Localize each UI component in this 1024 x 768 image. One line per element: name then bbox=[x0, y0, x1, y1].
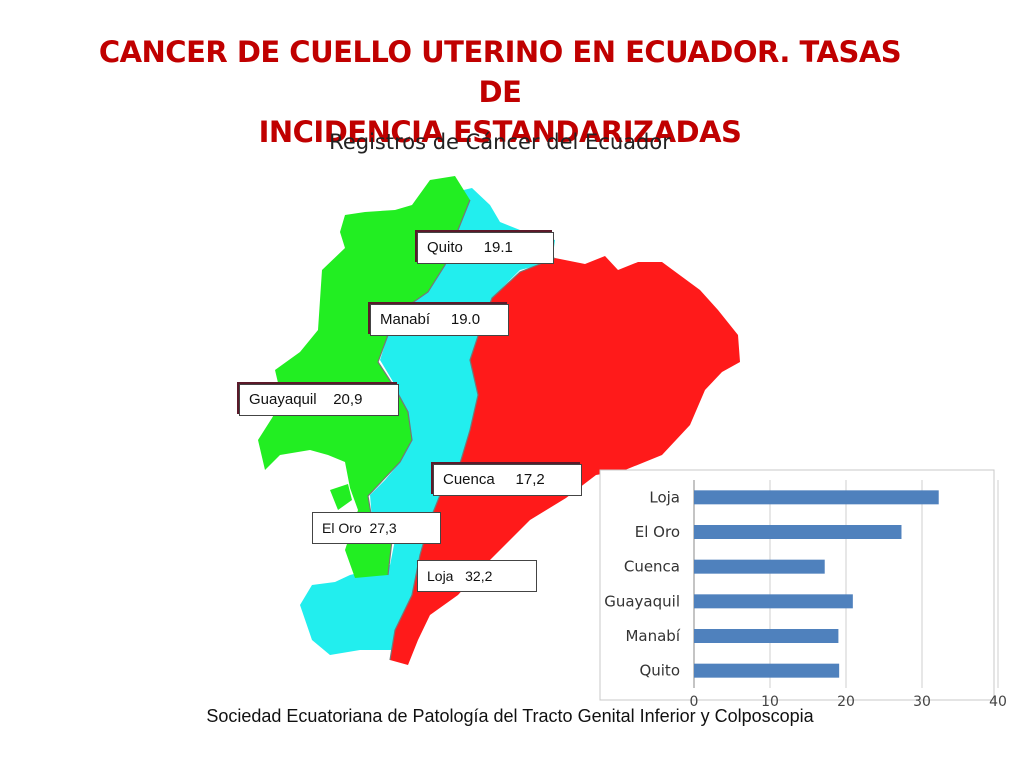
map-label-manabi: Manabí 19.0 bbox=[370, 304, 509, 336]
category-label: Cuenca bbox=[624, 558, 680, 576]
footer-credit: Sociedad Ecuatoriana de Patología del Tr… bbox=[206, 706, 814, 726]
bar-cuenca bbox=[694, 559, 825, 574]
map-island-puna bbox=[330, 484, 352, 510]
bar-guayaquil bbox=[694, 594, 853, 609]
category-label: Quito bbox=[639, 662, 680, 680]
x-tick-label: 20 bbox=[837, 694, 855, 710]
x-tick-label: 10 bbox=[761, 694, 779, 710]
bar-loja bbox=[694, 490, 939, 505]
x-tick-label: 30 bbox=[913, 694, 931, 710]
map-label-guayaquil: Guayaquil 20,9 bbox=[239, 384, 399, 416]
map-label-loja: Loja 32,2 bbox=[417, 560, 537, 592]
chart-frame bbox=[599, 469, 995, 701]
x-tick-label: 0 bbox=[690, 694, 699, 710]
category-label: Manabí bbox=[625, 627, 680, 645]
bar-quito bbox=[694, 663, 840, 678]
map-label-el-oro: El Oro 27,3 bbox=[312, 512, 441, 544]
subtitle: Registros de Cáncer del Ecuador bbox=[329, 130, 671, 154]
bar-manabí bbox=[694, 629, 839, 643]
x-tick-label: 40 bbox=[989, 694, 1007, 710]
title-line-2: INCIDENCIA ESTANDARIZADAS bbox=[258, 115, 742, 149]
map-label-quito: Quito 19.1 bbox=[417, 232, 554, 264]
category-label: El Oro bbox=[635, 523, 680, 541]
page-title: CANCER DE CUELLO UTERINO EN ECUADOR. TAS… bbox=[80, 32, 920, 152]
title-line-1: CANCER DE CUELLO UTERINO EN ECUADOR. TAS… bbox=[98, 35, 902, 109]
map-border-coast-sierra bbox=[367, 199, 471, 576]
map-region-sierra bbox=[300, 188, 555, 655]
bar-el-oro bbox=[694, 525, 902, 539]
category-label: Loja bbox=[649, 488, 680, 506]
map-border-sierra-amazon bbox=[389, 257, 556, 661]
category-label: Guayaquil bbox=[604, 592, 680, 610]
map-region-coast bbox=[258, 176, 470, 578]
map-label-cuenca: Cuenca 17,2 bbox=[433, 464, 582, 496]
